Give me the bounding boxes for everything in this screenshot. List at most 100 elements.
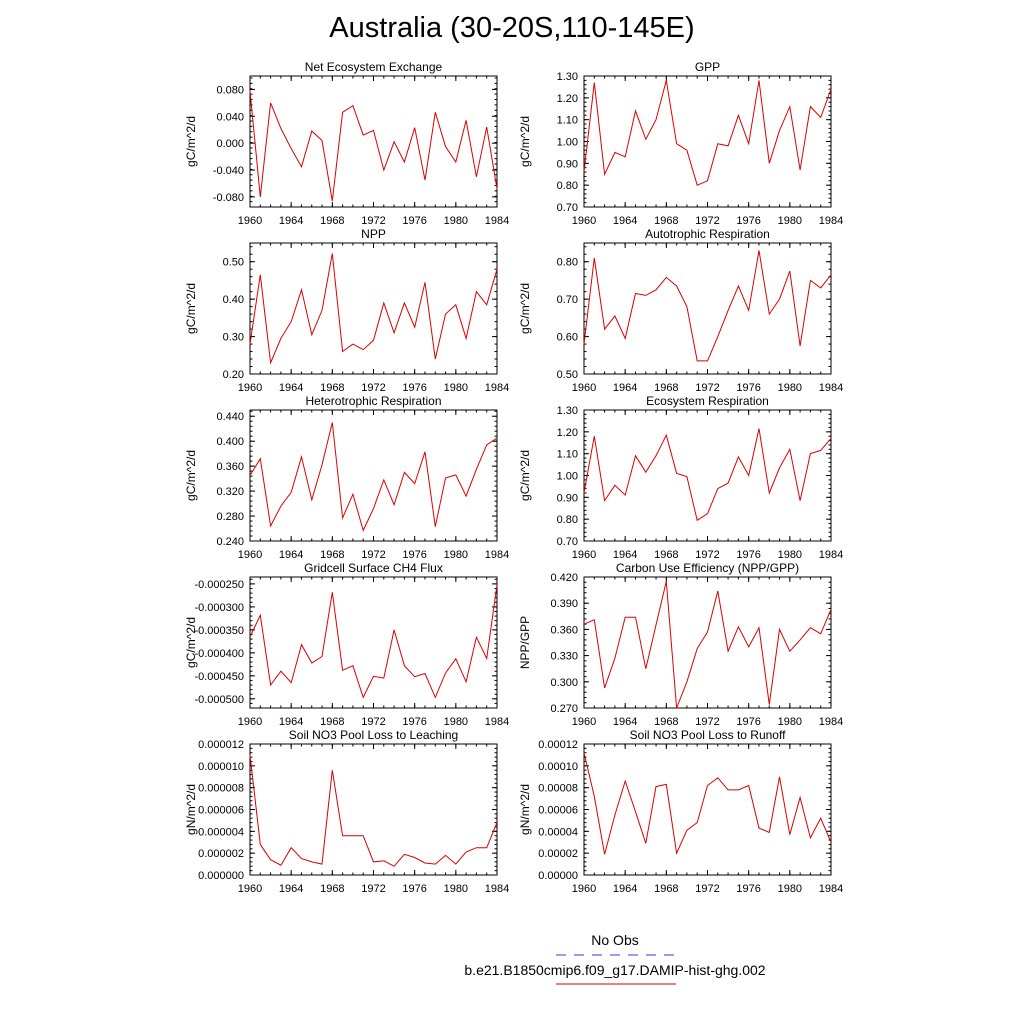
x-tick-label: 1976 [402, 549, 426, 561]
y-tick-label: -0.040 [213, 165, 244, 177]
x-tick-label: 1960 [238, 382, 262, 394]
x-tick-label: 1960 [572, 716, 596, 728]
x-tick-label: 1984 [485, 549, 509, 561]
x-tick-label: 1964 [613, 215, 637, 227]
y-tick-label: 0.330 [550, 651, 578, 663]
x-tick-label: 1968 [654, 382, 678, 394]
x-tick-label: 1968 [320, 549, 344, 561]
x-tick-label: 1984 [819, 716, 843, 728]
x-tick-label: 1968 [654, 716, 678, 728]
y-tick-label: 1.20 [557, 427, 578, 439]
x-tick-label: 1964 [613, 716, 637, 728]
y-tick-label: 0.320 [216, 486, 244, 498]
x-tick-label: 1972 [695, 549, 719, 561]
y-axis-label: NPP/GPP [518, 616, 532, 669]
x-tick-label: 1980 [778, 883, 802, 895]
x-tick-label: 1984 [485, 883, 509, 895]
x-tick-label: 1984 [819, 382, 843, 394]
panel-7: Gridcell Surface CH4 Flux gC/m^2/d 1960 196… [184, 561, 509, 728]
y-tick-label: 0.280 [216, 511, 244, 523]
y-axis-label: gC/m^2/d [184, 283, 198, 334]
y-tick-label: 0.70 [557, 536, 578, 548]
y-tick-label: -0.000500 [194, 694, 244, 706]
panel-8: Carbon Use Efficiency (NPP/GPP) NPP/GPP 19… [518, 561, 843, 728]
panel-1: Net Ecosystem Exchange gC/m^2/d 1960 1964 19… [184, 60, 509, 227]
x-tick-label: 1976 [402, 215, 426, 227]
series-line [249, 754, 498, 867]
figure-title: Australia (30-20S,110-145E) [329, 12, 695, 44]
panel-6: Ecosystem Respiration gC/m^2/d 1960 1964 196… [518, 394, 843, 561]
x-tick-label: 1980 [778, 382, 802, 394]
y-tick-label: 0.00008 [538, 783, 578, 795]
x-tick-label: 1964 [613, 382, 637, 394]
x-tick-label: 1960 [572, 382, 596, 394]
x-tick-label: 1976 [402, 716, 426, 728]
y-tick-label: 0.390 [550, 598, 578, 610]
x-tick-label: 1980 [778, 215, 802, 227]
panel-title: Net Ecosystem Exchange [305, 60, 443, 74]
y-tick-label: 0.000000 [198, 870, 244, 882]
panel-4: Autotrophic Respiration gC/m^2/d 1960 1964 1… [518, 227, 843, 394]
x-tick-label: 1976 [736, 883, 760, 895]
y-tick-label: 0.90 [557, 158, 578, 170]
plot-frame [583, 409, 832, 542]
x-tick-label: 1960 [238, 215, 262, 227]
y-tick-label: 0.60 [557, 332, 578, 344]
y-axis-label: gC/m^2/d [518, 283, 532, 334]
y-tick-label: -0.080 [213, 192, 244, 204]
y-tick-label: 0.000010 [198, 761, 244, 773]
y-tick-label: 0.00000 [538, 870, 578, 882]
y-tick-label: 0.000012 [198, 739, 244, 751]
x-tick-label: 1972 [361, 883, 385, 895]
y-axis-label: gC/m^2/d [518, 450, 532, 501]
y-tick-label: 0.00006 [538, 805, 578, 817]
panel-title: Carbon Use Efficiency (NPP/GPP) [616, 561, 799, 575]
y-tick-label: 0.80 [557, 180, 578, 192]
x-tick-label: 1980 [778, 716, 802, 728]
x-tick-label: 1964 [279, 883, 303, 895]
y-tick-label: -0.000300 [194, 602, 244, 614]
series-line [583, 752, 832, 855]
x-tick-label: 1964 [613, 883, 637, 895]
y-tick-label: 0.40 [223, 294, 244, 306]
y-axis-label: gC/m^2/d [184, 116, 198, 167]
x-tick-label: 1968 [654, 549, 678, 561]
panel-5: Heterotrophic Respiration gC/m^2/d 1960 196… [184, 394, 509, 561]
y-tick-label: 0.00010 [538, 761, 578, 773]
panel-title: Heterotrophic Respiration [305, 394, 441, 408]
y-tick-label: 0.000006 [198, 805, 244, 817]
panel-title: GPP [695, 60, 720, 74]
y-tick-label: 0.400 [216, 436, 244, 448]
y-tick-label: 0.90 [557, 492, 578, 504]
y-tick-label: 1.10 [557, 449, 578, 461]
plot-frame [249, 576, 498, 709]
y-tick-label: 0.360 [550, 624, 578, 636]
x-tick-label: 1968 [320, 883, 344, 895]
x-tick-label: 1980 [444, 215, 468, 227]
y-tick-label: 0.50 [223, 257, 244, 269]
panel-title: Soil NO3 Pool Loss to Runoff [630, 728, 787, 742]
y-tick-label: 1.10 [557, 115, 578, 127]
y-axis-label: gC/m^2/d [518, 116, 532, 167]
x-tick-label: 1972 [695, 382, 719, 394]
plot-frame [583, 242, 832, 375]
panel-title: Ecosystem Respiration [646, 394, 769, 408]
x-tick-label: 1984 [485, 716, 509, 728]
x-tick-label: 1980 [444, 549, 468, 561]
x-tick-label: 1976 [736, 382, 760, 394]
legend-case-label: b.e21.B1850cmip6.f09_g17.DAMIP-hist-ghg.… [464, 962, 766, 978]
x-tick-label: 1972 [361, 382, 385, 394]
y-tick-label: 0.420 [550, 572, 578, 584]
x-tick-label: 1960 [238, 883, 262, 895]
y-tick-label: 0.80 [557, 257, 578, 269]
y-tick-label: 0.300 [550, 677, 578, 689]
x-tick-label: 1976 [736, 549, 760, 561]
series-line [583, 428, 832, 522]
panel-title: Soil NO3 Pool Loss to Leaching [289, 728, 458, 742]
x-tick-label: 1984 [485, 382, 509, 394]
y-tick-label: 0.080 [216, 84, 244, 96]
panel-title: Autotrophic Respiration [645, 227, 770, 241]
panel-9: Soil NO3 Pool Loss to Leaching gN/m^2/d 19… [184, 728, 509, 895]
y-tick-label: 0.270 [550, 703, 578, 715]
